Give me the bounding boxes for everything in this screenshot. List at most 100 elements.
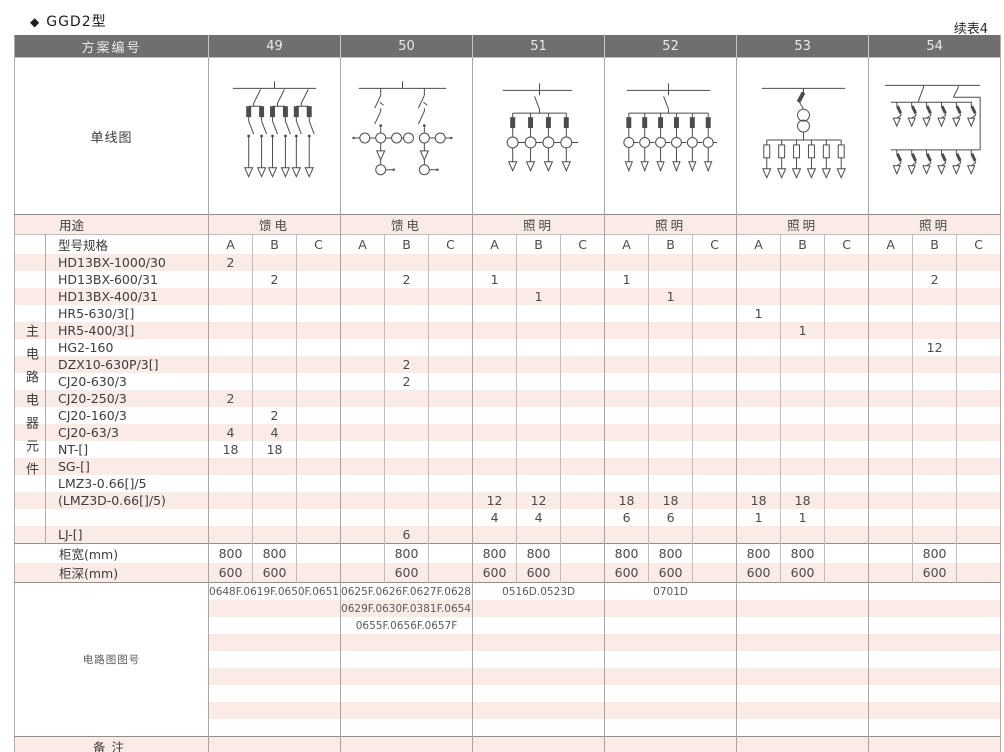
single-line-diagram-50 [340, 57, 473, 215]
grid-cell [472, 373, 517, 390]
circuit-number-cell [604, 634, 737, 651]
group-strip-cell [14, 390, 46, 407]
scheme-52-header: 52 [604, 35, 737, 58]
subcolumn-header: A [604, 234, 649, 254]
single-line-diagram-label: 单线图 [14, 57, 209, 215]
spec-header-row: 型号规格 A B C A B C A B C A B C A B C A B C [14, 234, 1001, 254]
grid-cell [560, 509, 605, 526]
row-label: 柜宽(mm) [14, 543, 209, 563]
grid-cell [428, 526, 473, 544]
remarks-cell [208, 736, 341, 752]
grid-cell [824, 322, 869, 339]
grid-cell: 4 [516, 509, 561, 526]
grid-cell [868, 492, 913, 509]
grid-cell [296, 458, 341, 475]
grid-cell [296, 305, 341, 322]
grid-cell [780, 288, 825, 305]
grid-cell [956, 543, 1001, 563]
grid-cell: 1 [736, 305, 781, 322]
circuit-section-label: 电路图图号 [14, 582, 209, 737]
grid-cell [516, 526, 561, 544]
grid-cell [340, 373, 385, 390]
grid-cell [868, 373, 913, 390]
circuit-number-cell [868, 702, 1001, 719]
usage-cell: 照明 [604, 214, 737, 235]
circuit-number-cell [472, 634, 605, 651]
circuit-number-cell [736, 719, 869, 737]
circuit-number-cell: 0516D.0523D [472, 582, 605, 600]
grid-cell [560, 254, 605, 271]
grid-cell [912, 475, 957, 492]
grid-cell [252, 492, 297, 509]
grid-cell: 800 [384, 543, 429, 563]
grid-cell [516, 390, 561, 407]
grid-cell [428, 322, 473, 339]
grid-cell [912, 356, 957, 373]
grid-cell: 1 [736, 509, 781, 526]
subcolumn-header: C [824, 234, 869, 254]
grid-cell [824, 563, 869, 583]
grid-cell [780, 407, 825, 424]
subcolumn-header: B [384, 234, 429, 254]
circuit-number-cell [208, 685, 341, 702]
subcolumn-header: A [208, 234, 253, 254]
circuit-number-cell [208, 651, 341, 668]
grid-cell [516, 424, 561, 441]
grid-cell [384, 339, 429, 356]
grid-cell [736, 424, 781, 441]
grid-cell [340, 424, 385, 441]
grid-cell [516, 322, 561, 339]
circuit-number-cell [472, 600, 605, 617]
grid-cell [604, 305, 649, 322]
grid-cell: 18 [780, 492, 825, 509]
grid-cell [648, 339, 693, 356]
subcolumn-header: A [340, 234, 385, 254]
grid-cell [692, 390, 737, 407]
group-strip-cell [14, 356, 46, 373]
grid-cell: 1 [780, 509, 825, 526]
grid-cell [340, 543, 385, 563]
circuit-number-cell [868, 685, 1001, 702]
grid-cell [780, 390, 825, 407]
grid-cell [956, 288, 1001, 305]
grid-cell [648, 390, 693, 407]
grid-cell [296, 271, 341, 288]
grid-cell [824, 288, 869, 305]
remarks-label: 备注 [14, 736, 209, 752]
group-strip-cell [14, 373, 46, 390]
grid-cell [912, 390, 957, 407]
row-label: CJ20-160/3 [58, 408, 127, 423]
grid-cell [868, 254, 913, 271]
grid-cell [208, 305, 253, 322]
group-strip-cell [14, 254, 46, 271]
page-title-text: GGD2型 [46, 14, 107, 30]
page-title: ◆ GGD2型 [30, 11, 107, 31]
grid-cell [340, 509, 385, 526]
grid-cell [560, 526, 605, 544]
grid-cell [912, 407, 957, 424]
grid-cell [648, 441, 693, 458]
scheme-49-header: 49 [208, 35, 341, 58]
row-label: HG2-160 [58, 340, 114, 355]
grid-cell [208, 271, 253, 288]
grid-cell [384, 492, 429, 509]
scheme-54-header: 54 [868, 35, 1001, 58]
grid-cell [824, 356, 869, 373]
grid-cell: 800 [912, 543, 957, 563]
circuit-number-cell [736, 702, 869, 719]
grid-cell [692, 254, 737, 271]
table-header-row: 方案编号 49 50 51 52 53 54 [14, 35, 1001, 58]
grid-cell [780, 271, 825, 288]
group-strip-cell [14, 526, 46, 544]
group-strip-cell [14, 492, 46, 509]
grid-cell [780, 339, 825, 356]
row-label: 柜深(mm) [59, 566, 119, 581]
grid-cell [824, 424, 869, 441]
circuit-number-cell [472, 651, 605, 668]
grid-cell [208, 407, 253, 424]
grid-cell [692, 441, 737, 458]
circuit-number-cell [868, 719, 1001, 737]
grid-cell [296, 322, 341, 339]
grid-cell [956, 305, 1001, 322]
grid-cell: 6 [648, 509, 693, 526]
